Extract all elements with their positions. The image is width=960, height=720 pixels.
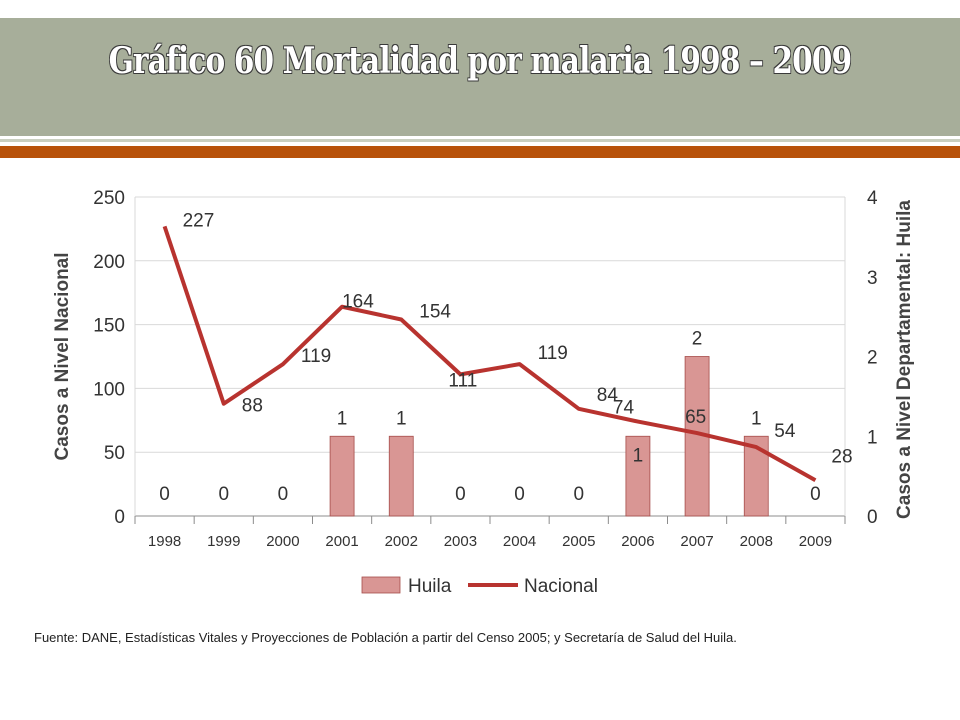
x-tick-label: 2002	[385, 533, 418, 550]
line-label-nacional: 227	[183, 210, 215, 231]
bar-label-huila: 0	[455, 484, 466, 505]
bar-label-huila: 0	[278, 484, 289, 505]
bar-label-huila: 0	[218, 484, 229, 505]
divider-accent	[0, 146, 960, 158]
x-tick-label: 2003	[444, 533, 477, 550]
line-label-nacional: 84	[597, 385, 619, 406]
y-axis-title: Casos a Nivel Nacional	[52, 252, 73, 460]
divider-thin	[0, 139, 960, 142]
bar-huila-2001	[329, 435, 355, 517]
line-label-nacional: 119	[538, 343, 568, 364]
x-tick-label: 2009	[799, 533, 832, 550]
x-tick-label: 2001	[325, 533, 358, 550]
line-label-nacional: 74	[613, 398, 635, 419]
x-tick-label: 2000	[266, 533, 299, 550]
line-nacional	[162, 225, 817, 483]
line-label-nacional: 88	[242, 396, 263, 417]
y2-tick-label: 3	[867, 268, 878, 289]
line-label-nacional: 111	[448, 370, 477, 391]
line-label-nacional: 65	[685, 407, 706, 428]
bar-huila-2002	[388, 435, 414, 517]
y-tick-label: 0	[114, 507, 125, 528]
page-title: Gráfico 60 Mortalidad por malaria 1998 –…	[108, 40, 852, 82]
bar-label-huila: 1	[337, 408, 348, 429]
x-tick-label: 2005	[562, 533, 595, 550]
x-tick-label: 1999	[207, 533, 240, 550]
legend-swatch-huila	[361, 576, 401, 594]
y2-tick-label: 2	[867, 348, 878, 369]
line-label-nacional: 154	[419, 301, 451, 322]
bar-label-huila: 0	[573, 484, 584, 505]
bar-label-huila: 0	[810, 484, 821, 505]
legend-label-nacional: Nacional	[524, 576, 598, 597]
x-tick-label: 1998	[148, 533, 181, 550]
bar-huila-2006	[625, 435, 651, 517]
bar-label-huila: 0	[159, 484, 170, 505]
bar-label-huila: 2	[692, 329, 703, 350]
bar-label-huila: 0	[514, 484, 525, 505]
x-tick-label: 2007	[680, 533, 713, 550]
title-banner: Gráfico 60 Mortalidad por malaria 1998 –…	[0, 18, 960, 136]
line-label-nacional: 54	[774, 421, 796, 442]
y2-axis-title: Casos a Nivel Departamental: Huila	[894, 200, 915, 519]
source-note: Fuente: DANE, Estadísticas Vitales y Pro…	[34, 630, 737, 645]
y-tick-label: 150	[93, 316, 125, 337]
y-tick-label: 250	[93, 188, 125, 209]
line-label-nacional: 164	[342, 292, 374, 313]
bar-label-huila: 1	[396, 408, 407, 429]
line-label-nacional: 119	[301, 346, 331, 367]
legend-label-huila: Huila	[408, 576, 452, 597]
bar-label-huila: 1	[633, 445, 644, 466]
y2-tick-label: 1	[867, 427, 878, 448]
y2-tick-label: 4	[867, 188, 878, 209]
x-tick-label: 2006	[621, 533, 654, 550]
y-tick-label: 100	[93, 379, 125, 400]
y2-tick-label: 0	[867, 507, 878, 528]
bar-label-huila: 1	[751, 408, 762, 429]
x-tick-label: 2008	[740, 533, 773, 550]
x-tick-label: 2004	[503, 533, 536, 550]
y-tick-label: 200	[93, 252, 125, 273]
line-label-nacional: 28	[831, 446, 852, 467]
y-tick-label: 50	[104, 443, 125, 464]
